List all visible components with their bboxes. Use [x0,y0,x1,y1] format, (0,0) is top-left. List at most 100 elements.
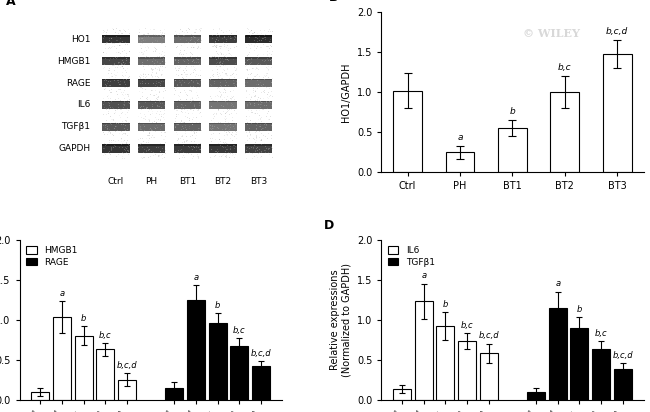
Bar [551,92,579,172]
Bar [103,35,129,43]
Bar [138,35,165,37]
Bar [103,145,129,153]
Text: b: b [577,305,582,314]
Text: b,c: b,c [461,321,473,330]
Bar [174,57,201,66]
Legend: HMGB1, RAGE: HMGB1, RAGE [24,244,79,269]
Bar [437,326,454,400]
Bar [245,79,272,80]
Bar [209,145,237,146]
Text: b,c,d: b,c,d [606,26,629,35]
Bar [209,101,237,102]
Bar [103,57,129,59]
Bar [209,323,226,400]
Bar [245,101,272,102]
Bar [393,91,422,172]
Bar [103,101,129,109]
Text: HO1: HO1 [71,35,90,44]
Text: PH: PH [146,177,158,186]
Bar [103,145,129,146]
Bar [571,328,588,400]
Bar [245,123,272,131]
Text: IL6: IL6 [77,101,90,110]
Bar [174,101,201,102]
Bar [96,349,114,400]
Bar [245,79,272,87]
Bar [103,57,129,66]
Text: B: B [329,0,339,5]
Bar [174,123,201,124]
Bar [75,336,92,400]
Text: b: b [443,300,448,309]
Text: BT2: BT2 [214,177,231,186]
Bar [174,79,201,80]
Bar [53,317,71,400]
Bar [415,301,433,400]
Bar [138,145,165,146]
Bar [103,79,129,87]
Text: Ctrl: Ctrl [108,177,124,186]
Bar [138,57,165,66]
Bar [209,123,237,131]
Text: GAPDH: GAPDH [58,144,90,153]
Text: b,c,d: b,c,d [612,351,633,360]
Text: © WILEY: © WILEY [523,28,580,39]
Bar [138,123,165,124]
Bar [174,35,201,37]
Text: D: D [324,219,334,232]
Bar [245,101,272,109]
Bar [245,35,272,43]
Text: b,c: b,c [99,330,112,339]
Text: b,c: b,c [233,326,246,335]
Legend: IL6, TGFβ1: IL6, TGFβ1 [386,244,437,269]
Bar [138,101,165,102]
Bar [614,369,632,400]
Y-axis label: Relative expressions
(Normalized to GAPDH): Relative expressions (Normalized to GAPD… [330,262,352,377]
Text: a: a [457,133,463,142]
Bar [603,54,632,172]
Bar [209,57,237,59]
Bar [174,57,201,59]
Text: RAGE: RAGE [66,79,90,87]
Text: a: a [59,289,64,298]
Text: a: a [555,279,560,288]
Bar [592,349,610,400]
Bar [138,79,165,80]
Bar [138,57,165,59]
Bar [138,35,165,43]
Bar [209,79,237,87]
Bar [480,353,498,400]
Bar [252,366,270,400]
Bar [245,57,272,66]
Bar [209,79,237,80]
Bar [174,145,201,146]
Text: b,c: b,c [595,329,607,338]
Bar [209,145,237,153]
Text: b: b [81,314,86,323]
Bar [209,101,237,109]
Bar [174,35,201,43]
Bar [103,35,129,37]
Bar [103,101,129,102]
Text: b,c,d: b,c,d [478,331,499,340]
Bar [165,388,183,400]
Bar [209,35,237,43]
Bar [103,123,129,124]
Bar [498,129,527,172]
Bar [393,389,411,400]
Text: b: b [510,108,515,116]
Bar [209,123,237,124]
Bar [245,35,272,37]
Bar [527,392,545,400]
Text: b: b [215,301,220,310]
Bar [446,152,474,172]
Bar [458,341,476,400]
Bar [209,57,237,66]
Bar [209,35,237,37]
Bar [138,79,165,87]
Bar [245,145,272,146]
Bar [245,57,272,59]
Bar [174,123,201,131]
Text: TGFβ1: TGFβ1 [61,122,90,131]
Bar [174,145,201,153]
